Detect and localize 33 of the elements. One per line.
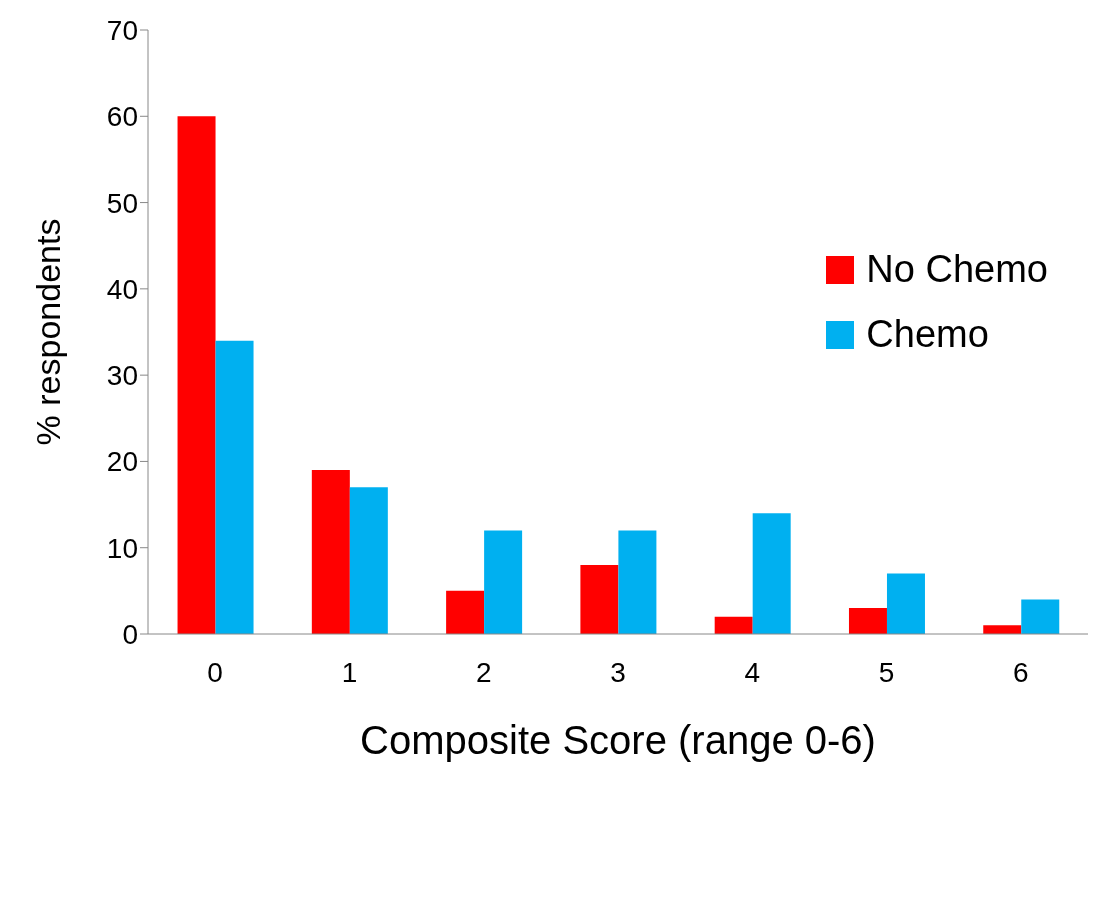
y-tick-label: 70	[106, 14, 138, 46]
bar	[848, 608, 887, 634]
x-tick-label: 0	[207, 656, 223, 688]
y-axis-title: % respondents	[29, 218, 68, 446]
bar	[714, 616, 753, 634]
bar	[484, 530, 523, 634]
bar	[1021, 599, 1060, 634]
bar	[446, 590, 485, 634]
bar	[983, 625, 1022, 634]
x-tick-label: 3	[610, 656, 626, 688]
bar	[618, 530, 657, 634]
bar	[580, 564, 619, 634]
y-tick-label: 0	[122, 618, 138, 650]
x-tick-label: 1	[341, 656, 358, 688]
legend-label: No Chemo	[866, 248, 1048, 291]
y-tick-label: 60	[106, 101, 138, 133]
x-axis-title: Composite Score (range 0-6)	[360, 718, 876, 762]
y-tick-label: 10	[106, 532, 138, 564]
bar	[886, 573, 925, 634]
bar	[311, 470, 350, 634]
bar	[349, 487, 388, 634]
y-tick-label: 20	[106, 446, 138, 478]
bar	[752, 513, 791, 634]
x-tick-label: 2	[475, 656, 492, 688]
x-tick-label: 6	[1013, 656, 1029, 688]
x-tick-label: 5	[878, 656, 895, 688]
y-tick-label: 30	[106, 360, 138, 392]
y-tick-label: 40	[106, 273, 138, 305]
bar	[177, 116, 216, 634]
y-tick-label: 50	[106, 187, 138, 219]
bar	[215, 340, 254, 634]
legend-label: Chemo	[866, 313, 989, 356]
x-tick-label: 4	[744, 656, 761, 688]
